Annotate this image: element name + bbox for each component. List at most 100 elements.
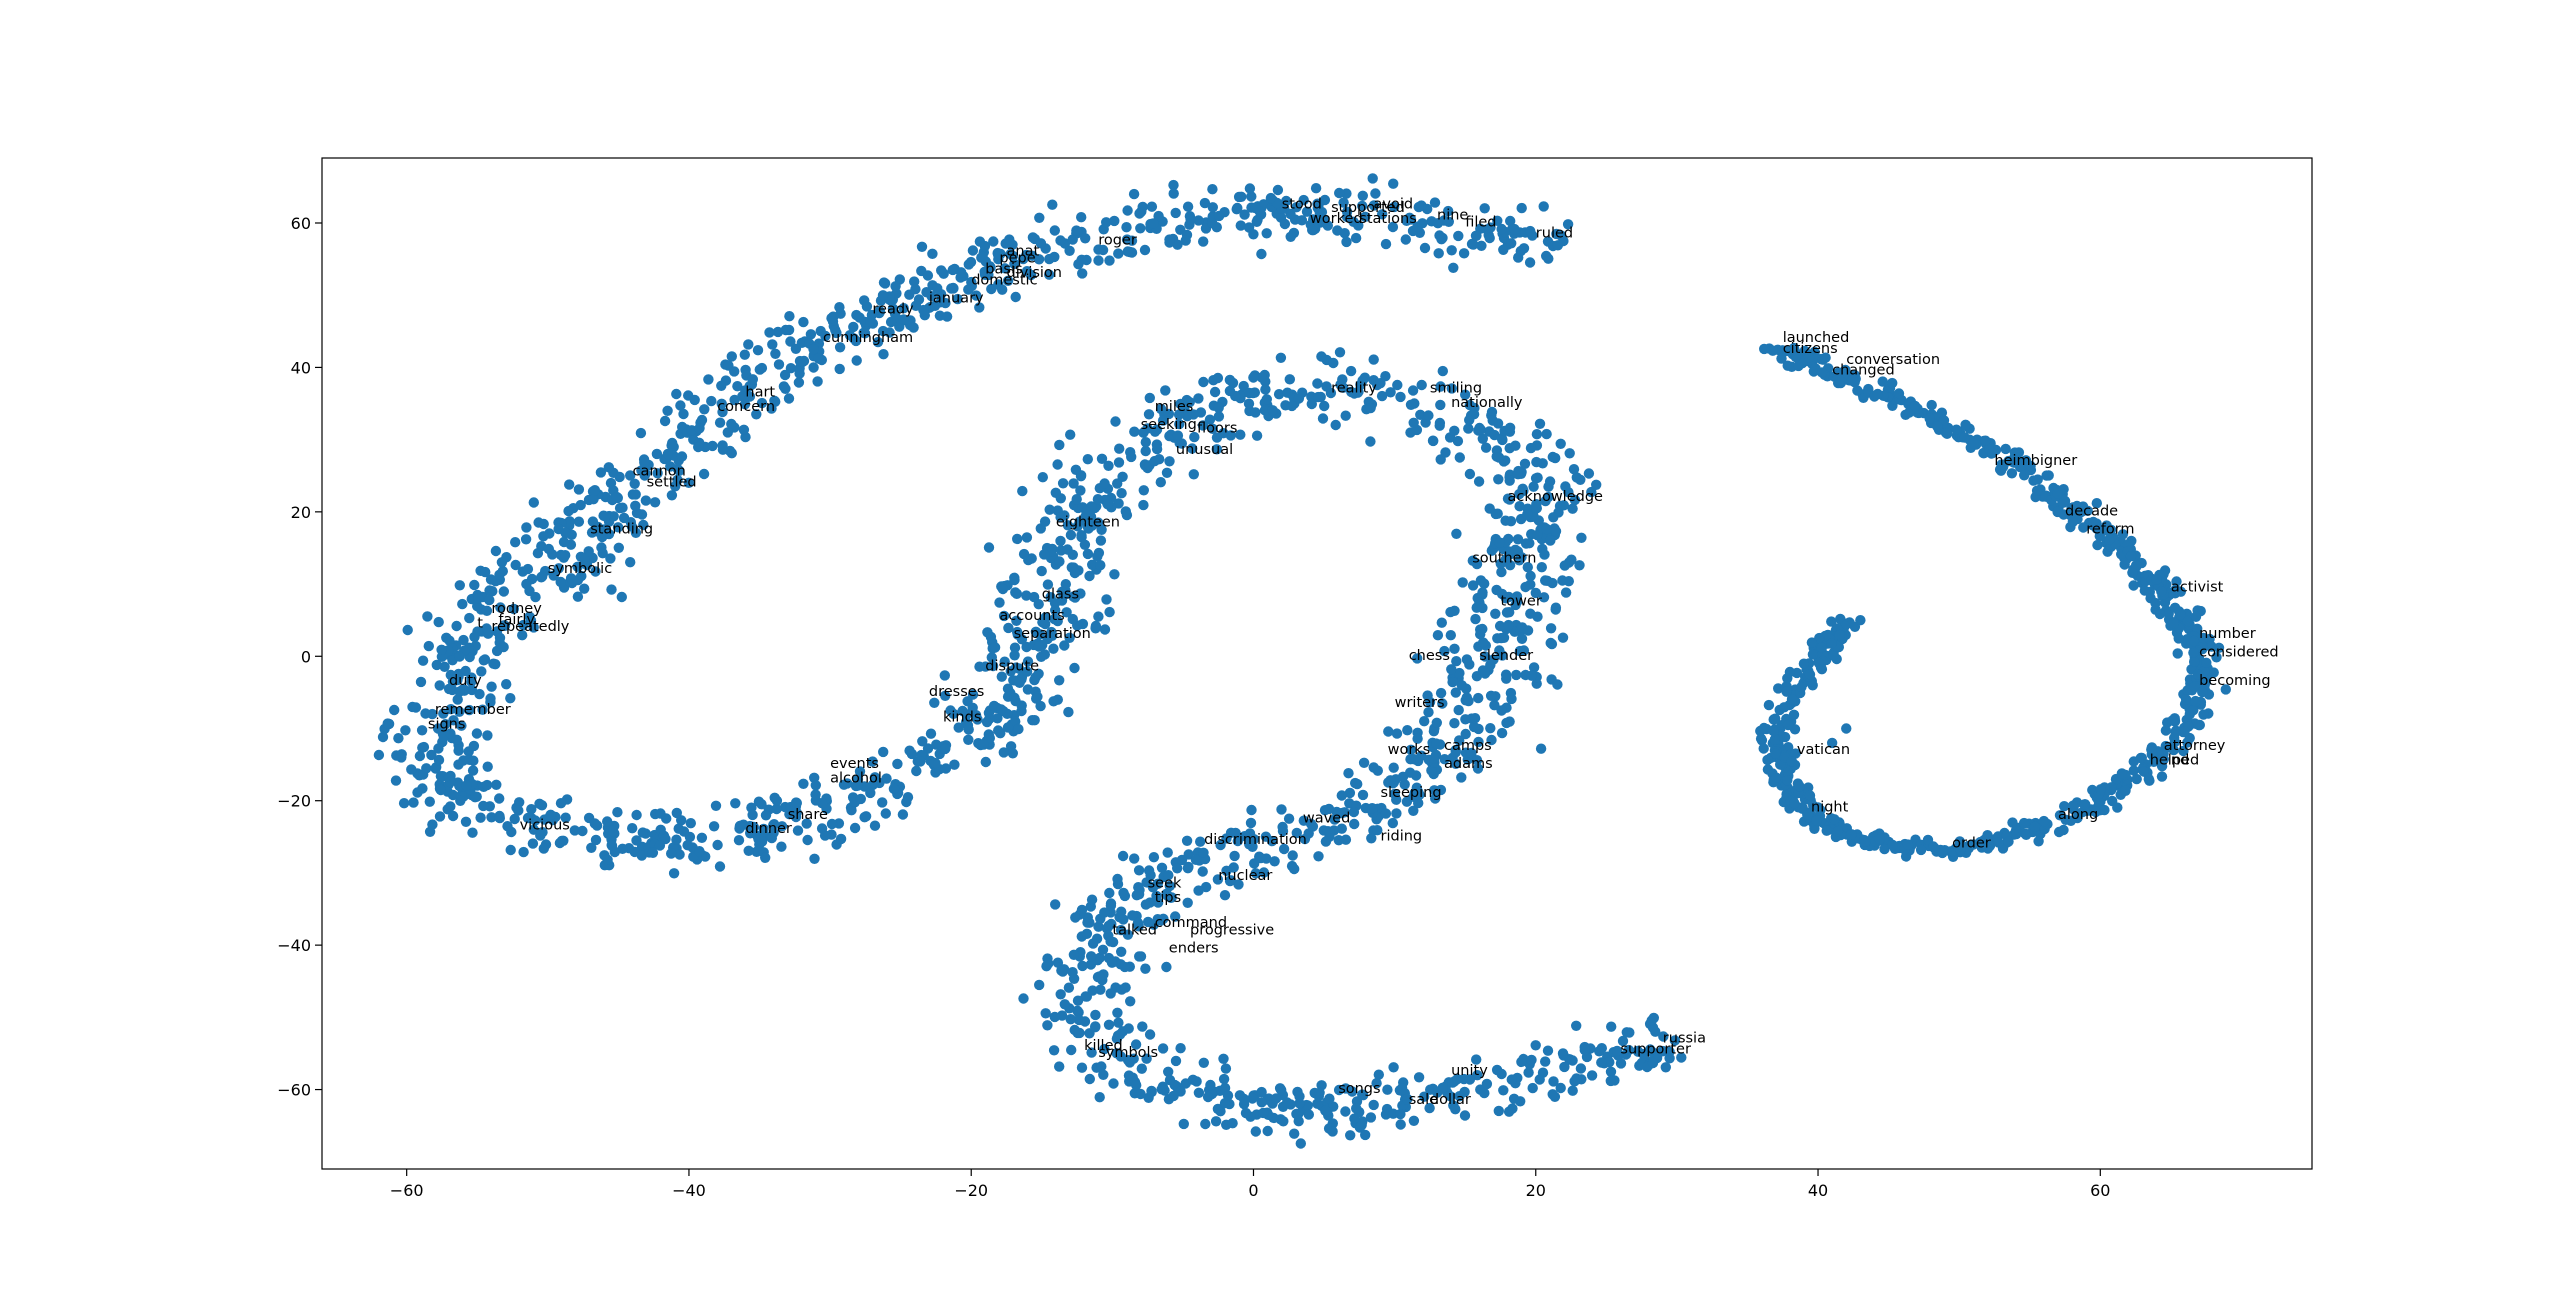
scatter-point <box>1151 443 1163 455</box>
scatter-point <box>424 796 435 807</box>
scatter-point <box>859 328 871 339</box>
scatter-point <box>1339 228 1350 239</box>
scatter-point <box>400 725 411 736</box>
scatter-point <box>1141 1053 1152 1064</box>
scatter-point <box>1506 238 1517 249</box>
scatter-point <box>776 821 788 832</box>
scatter-point <box>1545 623 1557 634</box>
scatter-point <box>382 718 393 729</box>
scatter-point <box>1145 870 1156 881</box>
scatter-point <box>1123 1023 1134 1034</box>
scatter-point <box>1579 1044 1591 1056</box>
scatter-point <box>1452 1073 1463 1085</box>
x-tick-label: 0 <box>1248 1181 1258 1200</box>
scatter-point <box>1250 1126 1262 1137</box>
scatter-point <box>1468 721 1480 733</box>
word-label: stations <box>1359 211 1416 227</box>
scatter-point <box>1012 533 1023 545</box>
scatter-point <box>1010 291 1021 303</box>
scatter-point <box>1459 1110 1471 1121</box>
scatter-point <box>732 381 743 392</box>
scatter-point <box>1450 687 1462 698</box>
scatter-point <box>1093 255 1104 266</box>
scatter-point <box>1198 1057 1210 1069</box>
scatter-point <box>1389 201 1400 213</box>
scatter-point <box>1111 1048 1122 1059</box>
scatter-point <box>1559 1061 1570 1073</box>
scatter-point <box>1428 753 1440 764</box>
scatter-point <box>916 241 928 252</box>
scatter-point <box>1122 205 1133 216</box>
scatter-point <box>554 837 566 849</box>
scatter-point <box>472 601 483 612</box>
scatter-point <box>798 778 809 789</box>
scatter-point <box>1552 240 1564 251</box>
scatter-point <box>1247 1093 1258 1104</box>
scatter-point <box>1324 1093 1335 1104</box>
scatter-point <box>1471 755 1483 766</box>
scatter-point <box>967 245 979 256</box>
scatter-point <box>877 290 889 301</box>
word-label: vatican <box>1797 742 1850 758</box>
points-layer <box>373 173 2231 1149</box>
scatter-point <box>1434 417 1446 429</box>
scatter-point <box>927 248 938 259</box>
scatter-point <box>1112 1007 1123 1018</box>
scatter-point <box>1094 952 1105 964</box>
scatter-point <box>2150 597 2161 609</box>
scatter-point <box>1096 1061 1107 1072</box>
scatter-point <box>726 418 737 430</box>
scatter-point <box>1278 843 1290 855</box>
scatter-point <box>408 797 419 808</box>
scatter-point <box>1380 238 1392 250</box>
scatter-point <box>1604 1057 1615 1068</box>
scatter-point <box>1188 469 1200 480</box>
scatter-point <box>475 812 486 823</box>
scatter-point <box>1185 214 1196 225</box>
scatter-point <box>513 805 524 816</box>
scatter-point <box>2006 468 2018 479</box>
scatter-point <box>1131 1080 1142 1091</box>
scatter-point <box>1117 850 1129 862</box>
scatter-point <box>1755 733 1767 744</box>
scatter-point <box>1509 223 1520 235</box>
scatter-point <box>1261 228 1272 239</box>
scatter-point <box>474 688 485 700</box>
scatter-point <box>1198 376 1209 388</box>
scatter-point <box>482 730 493 741</box>
scatter-point <box>1125 996 1136 1007</box>
scatter-point <box>1557 1048 1569 1059</box>
scatter-point <box>1127 910 1138 921</box>
scatter-point <box>1504 560 1516 571</box>
scatter-point <box>1193 215 1204 226</box>
scatter-point <box>1522 625 1534 636</box>
word-label: standing <box>590 522 653 538</box>
scatter-point <box>1054 556 1065 567</box>
scatter-point <box>482 628 494 639</box>
scatter-point <box>998 610 1010 622</box>
scatter-point <box>1134 208 1145 219</box>
scatter-point <box>2172 648 2183 659</box>
scatter-point <box>1061 607 1072 618</box>
scatter-point <box>1235 220 1247 231</box>
scatter-point <box>1834 375 1846 386</box>
scatter-point <box>1221 865 1232 876</box>
word-label: cannon <box>633 464 686 480</box>
scatter-point <box>1806 637 1818 648</box>
scatter-point <box>2131 773 2142 785</box>
scatter-point <box>1239 831 1250 842</box>
scatter-point <box>673 823 684 834</box>
scatter-point <box>2190 695 2201 707</box>
scatter-point <box>589 485 601 496</box>
scatter-point <box>1079 539 1091 550</box>
scatter-point <box>1054 1061 1065 1072</box>
scatter-point <box>1874 834 1886 845</box>
scatter-point <box>536 800 548 811</box>
scatter-point <box>1313 851 1324 862</box>
scatter-point <box>625 557 636 568</box>
scatter-point <box>1485 222 1496 233</box>
scatter-point <box>764 327 775 338</box>
scatter-point <box>1099 624 1111 635</box>
scatter-point <box>447 789 459 801</box>
scatter-point <box>739 349 750 360</box>
